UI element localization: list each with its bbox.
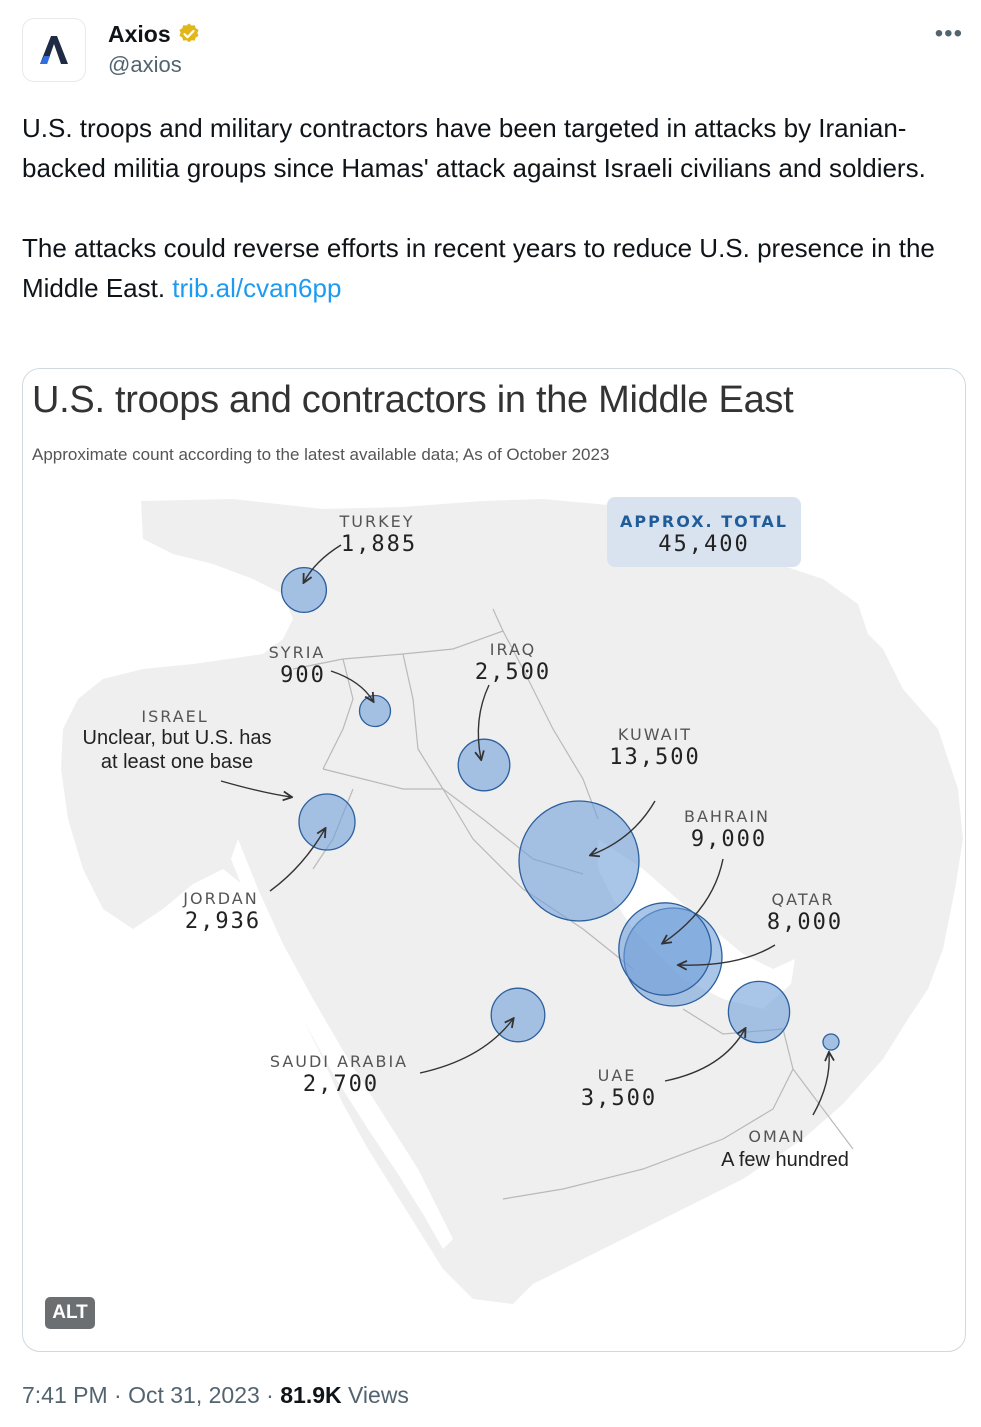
tweet-paragraph-2-text: The attacks could reverse efforts in rec… [22, 233, 935, 303]
label-syria-value: 900 [280, 663, 326, 688]
label-saudi-name: SAUDI ARABIA [270, 1052, 408, 1071]
axios-logo-icon [40, 36, 68, 64]
arrow-israel [220, 780, 291, 797]
tweet-paragraph-2: The attacks could reverse efforts in rec… [22, 228, 967, 308]
bubble-iraq [457, 738, 511, 792]
label-iraq-value: 2,500 [475, 660, 551, 685]
verified-badge-icon [179, 23, 199, 43]
label-qatar-name: QATAR [772, 890, 835, 909]
bubble-overlay: APPROX. TOTAL 45,400 TURKEY 1,885 SYRIA … [83, 497, 849, 1171]
label-bahrain-value: 9,000 [691, 827, 767, 852]
bubble-uae [727, 980, 791, 1044]
alt-badge[interactable]: ALT [45, 1297, 95, 1329]
tweet-paragraph-1: U.S. troops and military contractors hav… [22, 113, 926, 183]
label-turkey-value: 1,885 [341, 532, 417, 557]
chart-subtitle: Approximate count according to the lates… [32, 445, 610, 464]
arrow-syria [330, 670, 373, 701]
arrow-jordan [269, 829, 325, 892]
tweet-footer: 7:41 PM · Oct 31, 2023 · 81.9K Views [22, 1380, 409, 1410]
total-box [607, 497, 801, 567]
label-qatar-value: 8,000 [767, 910, 843, 935]
label-syria-name: SYRIA [269, 643, 326, 662]
bubble-syria [358, 694, 392, 728]
label-jordan-value: 2,936 [185, 909, 261, 934]
chart-title: U.S. troops and contractors in the Middl… [32, 379, 794, 421]
label-saudi-value: 2,700 [303, 1072, 379, 1097]
tweet-text: U.S. troops and military contractors hav… [22, 108, 967, 308]
label-uae-value: 3,500 [581, 1086, 657, 1111]
arrow-uae [664, 1029, 745, 1082]
avatar[interactable] [22, 18, 86, 82]
tweet-timestamp[interactable]: 7:41 PM · Oct 31, 2023 · [22, 1382, 281, 1408]
author-display-name[interactable]: Axios [108, 21, 171, 47]
label-uae-name: UAE [598, 1066, 637, 1085]
label-bahrain-name: BAHRAIN [684, 807, 770, 826]
arrow-kuwait [591, 800, 656, 855]
author-handle[interactable]: @axios [108, 52, 182, 77]
label-israel-note-line2: at least one base [101, 751, 253, 773]
label-israel-note-line1: Unclear, but U.S. has [83, 727, 272, 749]
bubble-oman [822, 1033, 840, 1051]
media-card[interactable]: U.S. troops and contractors in the Middl… [22, 368, 966, 1352]
label-turkey-name: TURKEY [339, 512, 415, 531]
label-oman-note: A few hundred [721, 1149, 849, 1171]
arrow-oman [812, 1053, 829, 1116]
views-label: Views [341, 1382, 409, 1408]
arrow-qatar [679, 944, 776, 965]
label-oman-name: OMAN [748, 1127, 805, 1146]
arrow-turkey [304, 544, 342, 582]
arrow-bahrain [663, 858, 724, 943]
views-count: 81.9K [280, 1382, 342, 1408]
total-label: APPROX. TOTAL [620, 512, 788, 531]
arrow-saudi [419, 1019, 513, 1074]
land-shape [61, 499, 963, 1304]
bubble-qatar [618, 902, 712, 996]
arrow-iraq [478, 684, 490, 759]
label-kuwait-value: 13,500 [609, 745, 700, 770]
label-iraq-name: IRAQ [490, 640, 536, 659]
bubble-kuwait [518, 800, 640, 922]
label-kuwait-name: KUWAIT [618, 725, 692, 744]
label-israel-name: ISRAEL [141, 707, 208, 726]
bubble-turkey [280, 566, 328, 614]
total-value: 45,400 [658, 532, 749, 557]
more-options-icon[interactable]: ••• [934, 20, 963, 47]
tweet-link[interactable]: trib.al/cvan6pp [172, 273, 342, 303]
red-sea [231, 839, 453, 1249]
tweet-header: Axios @axios ••• [22, 16, 967, 86]
bubble-jordan [298, 793, 356, 851]
label-jordan-name: JORDAN [182, 889, 258, 908]
